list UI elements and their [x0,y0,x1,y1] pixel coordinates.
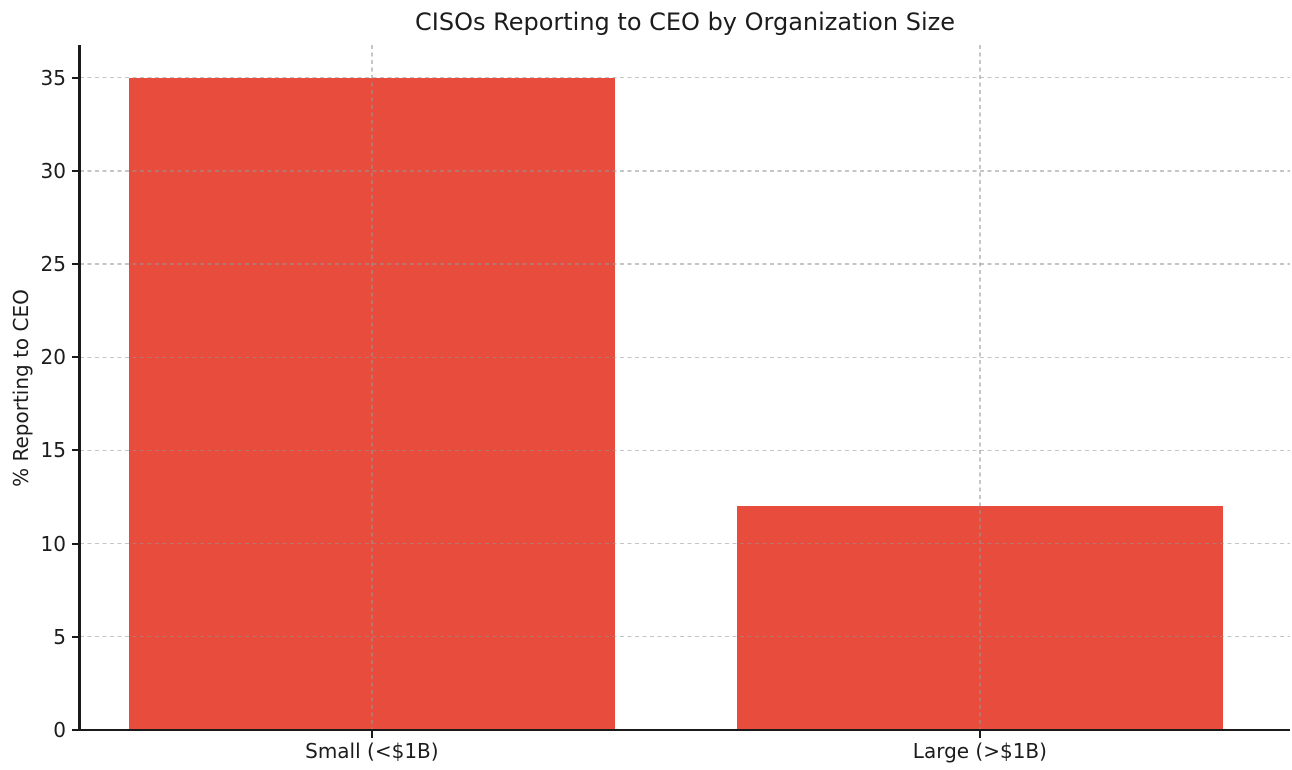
y-tick-label: 35 [40,65,66,90]
y-tick-label: 20 [40,345,66,370]
y-tick-mark [72,542,80,545]
y-tick-mark [72,356,80,359]
x-tick-label: Small (<$1B) [305,739,439,763]
y-tick-mark [72,729,80,731]
y-tick-mark [72,449,80,452]
y-tick-mark [72,76,80,79]
y-axis-spine [78,45,81,731]
horizontal-gridline [80,449,1290,452]
x-tick-mark [978,731,981,738]
y-tick-label: 30 [40,158,66,183]
horizontal-gridline [80,76,1290,79]
x-tick-mark [370,731,373,738]
y-tick-label: 25 [40,252,66,276]
y-tick-label: 5 [53,624,66,649]
y-tick-mark [72,169,80,172]
x-tick-label: Large (>$1B) [912,739,1047,763]
horizontal-gridline [80,542,1290,545]
y-tick-label: 0 [53,718,66,742]
y-tick-label: 15 [40,438,66,463]
y-tick-mark [72,263,80,265]
y-tick-label: 10 [40,531,66,556]
horizontal-gridline [80,170,1290,172]
horizontal-gridline [80,356,1290,358]
x-axis-spine [78,728,1290,731]
chart-title: CISOs Reporting to CEO by Organization S… [415,8,955,36]
horizontal-gridline [80,636,1290,638]
vertical-gridline [371,45,373,730]
horizontal-gridline [80,263,1290,265]
vertical-gridline [979,45,981,730]
y-tick-mark [72,635,80,638]
